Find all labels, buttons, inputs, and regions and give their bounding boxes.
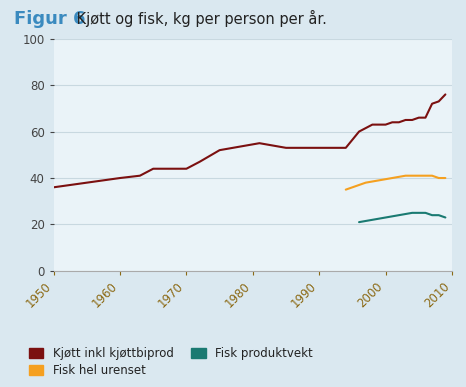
Legend: Kjøtt inkl kjøttbiprod, Fisk hel urenset, Fisk produktvekt: Kjøtt inkl kjøttbiprod, Fisk hel urenset… [29,347,313,377]
Text: Kjøtt og fisk, kg per person per år.: Kjøtt og fisk, kg per person per år. [72,10,327,27]
Text: Figur 6: Figur 6 [14,10,85,28]
